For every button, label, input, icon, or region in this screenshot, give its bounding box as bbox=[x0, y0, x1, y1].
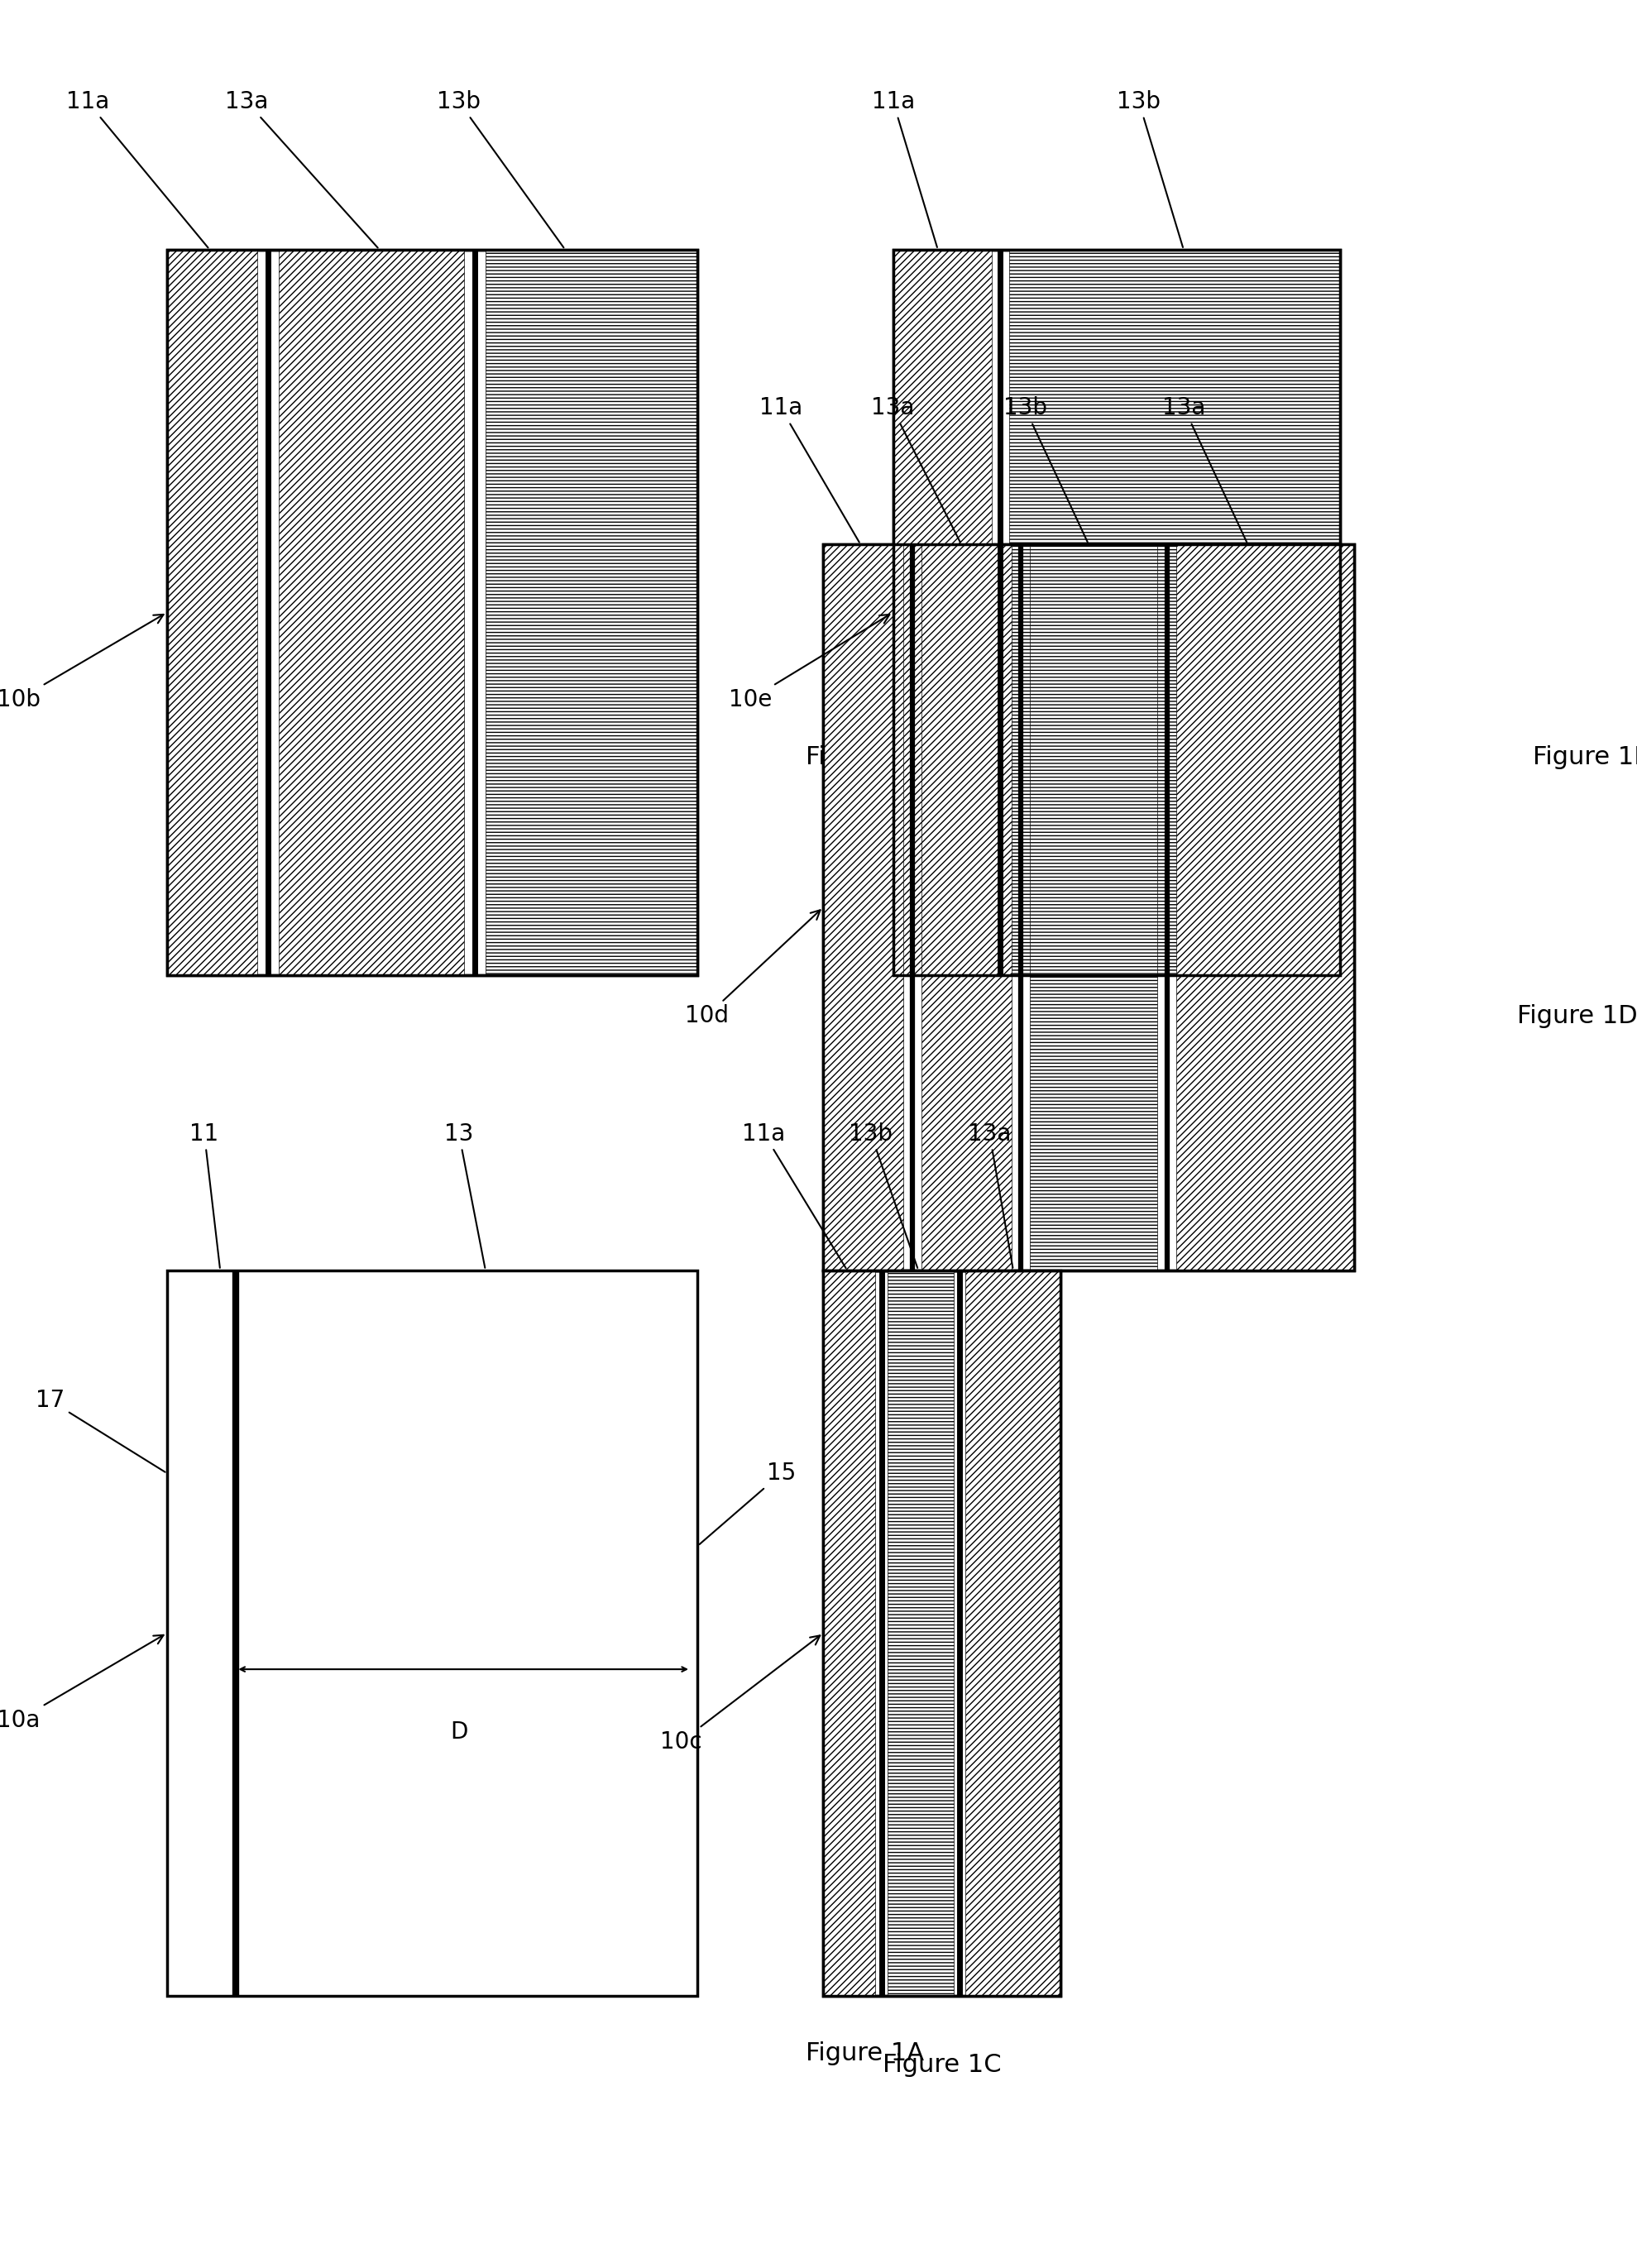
Text: 10d: 10d bbox=[684, 909, 820, 1027]
Text: Figure 1D: Figure 1D bbox=[1517, 1005, 1637, 1027]
Text: 13b: 13b bbox=[437, 91, 563, 247]
Text: 17: 17 bbox=[36, 1388, 165, 1472]
Text: 10a: 10a bbox=[0, 1635, 164, 1733]
Text: 11a: 11a bbox=[65, 91, 208, 247]
Text: 13a: 13a bbox=[967, 1123, 1013, 1268]
Bar bbox=[894, 249, 1341, 975]
Bar bbox=[167, 249, 697, 975]
Bar bbox=[823, 1270, 1061, 1996]
Bar bbox=[1010, 249, 1341, 975]
Text: 10e: 10e bbox=[728, 615, 889, 712]
Bar bbox=[823, 544, 904, 1270]
Bar bbox=[894, 249, 992, 975]
Bar bbox=[278, 249, 465, 975]
Text: 13a: 13a bbox=[224, 91, 378, 247]
Text: 10b: 10b bbox=[0, 615, 164, 712]
Bar bbox=[922, 544, 1012, 1270]
Bar bbox=[1030, 544, 1157, 1270]
Bar bbox=[486, 249, 697, 975]
Text: D: D bbox=[450, 1719, 468, 1744]
Bar bbox=[823, 1270, 1061, 1996]
Bar bbox=[894, 249, 1341, 975]
Text: 13: 13 bbox=[444, 1123, 485, 1268]
Text: Figure 1E: Figure 1E bbox=[1532, 746, 1637, 769]
Text: 11: 11 bbox=[190, 1123, 219, 1268]
Bar bbox=[823, 544, 1354, 1270]
Bar bbox=[167, 1270, 697, 1996]
Bar bbox=[887, 1270, 954, 1996]
Text: 13b: 13b bbox=[1116, 91, 1184, 247]
Text: 13b: 13b bbox=[1003, 397, 1087, 542]
Text: 10c: 10c bbox=[660, 1635, 820, 1753]
Bar bbox=[966, 1270, 1061, 1996]
Text: 15: 15 bbox=[699, 1461, 796, 1545]
Bar bbox=[1175, 544, 1354, 1270]
Bar bbox=[823, 544, 1354, 1270]
Text: 13b: 13b bbox=[850, 1123, 917, 1268]
Text: Figure 1B: Figure 1B bbox=[805, 746, 925, 769]
Text: 13a: 13a bbox=[1162, 397, 1247, 542]
Text: 13a: 13a bbox=[871, 397, 961, 542]
Text: 11a: 11a bbox=[742, 1123, 846, 1268]
Bar bbox=[823, 1270, 876, 1996]
Text: Figure 1C: Figure 1C bbox=[882, 2053, 1002, 2077]
Bar bbox=[167, 249, 257, 975]
Text: 11a: 11a bbox=[760, 397, 859, 542]
Text: Figure 1A: Figure 1A bbox=[805, 2041, 925, 2066]
Bar bbox=[167, 249, 697, 975]
Text: 11a: 11a bbox=[871, 91, 936, 247]
